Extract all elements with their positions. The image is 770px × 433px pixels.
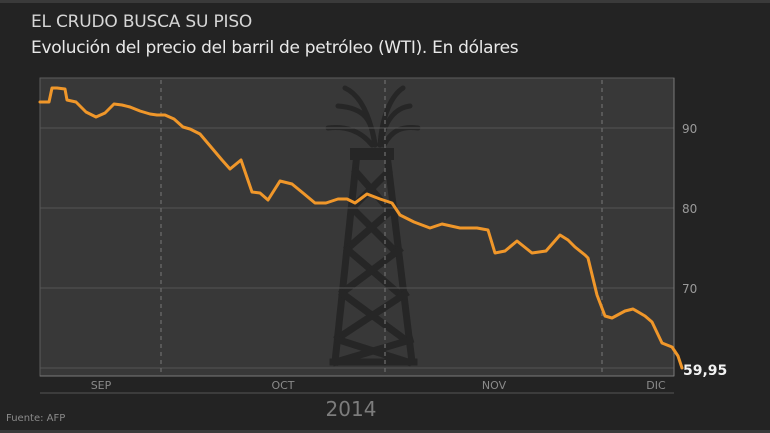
wti-price-line	[38, 86, 684, 370]
y-tick-80: 80	[682, 202, 697, 216]
y-tick-90: 90	[682, 122, 697, 136]
chart-title: EL CRUDO BUSCA SU PISO	[31, 12, 253, 32]
top-border	[0, 0, 770, 3]
source-note: Fuente: AFP	[6, 413, 66, 424]
bottom-border	[0, 430, 770, 433]
chart-subtitle: Evolución del precio del barril de petró…	[31, 38, 519, 58]
plot-area	[39, 77, 675, 377]
y-tick-70: 70	[682, 282, 697, 296]
last-value-label: 59,95	[683, 363, 727, 379]
year-label: 2014	[326, 397, 377, 421]
x-tick-oct: OCT	[271, 379, 294, 392]
x-tick-sep: SEP	[91, 379, 112, 392]
x-tick-dic: DIC	[646, 379, 666, 392]
oil-derrick-icon	[325, 85, 421, 367]
x-tick-nov: NOV	[482, 379, 507, 392]
y-gridlines	[40, 127, 674, 369]
month-separators	[160, 80, 603, 376]
